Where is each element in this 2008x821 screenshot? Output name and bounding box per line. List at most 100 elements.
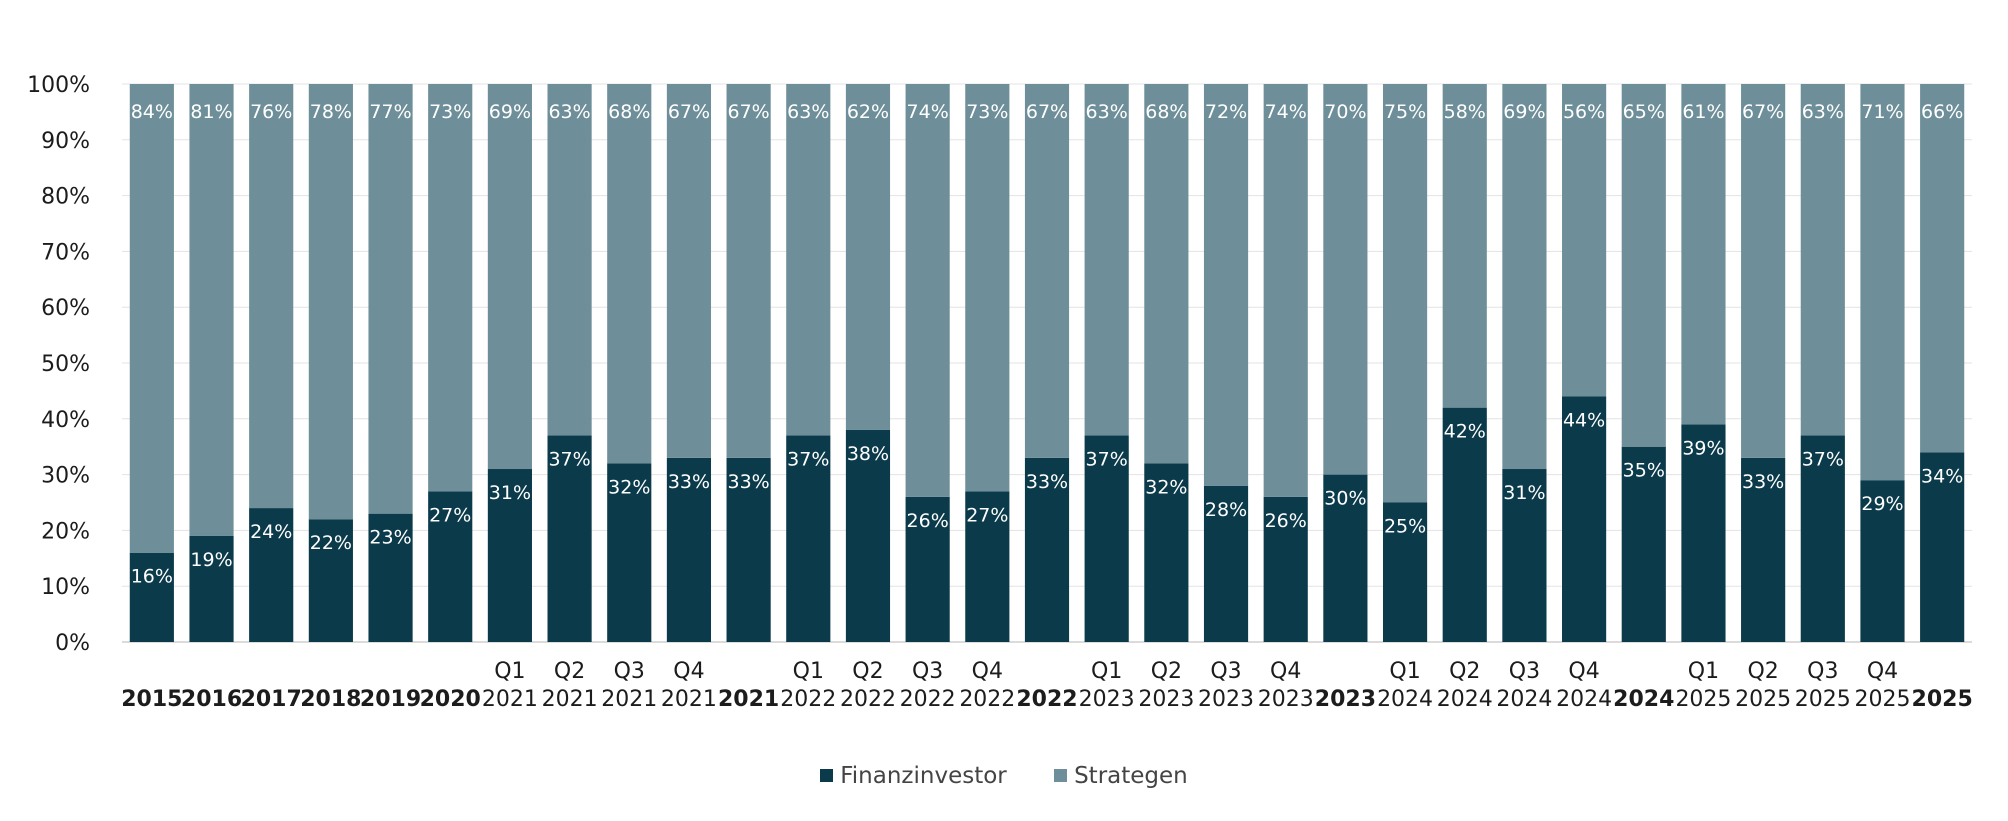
bar-finanzinvestor <box>547 435 592 642</box>
x-tick-label-quarter: Q4 <box>1270 659 1301 684</box>
data-label-finanzinvestor: 33% <box>727 471 769 493</box>
x-tick-label-year: 2022 <box>780 687 836 712</box>
x-tick-label-year: 2025 <box>1675 687 1731 712</box>
data-label-finanzinvestor: 29% <box>1861 493 1903 515</box>
bar-strategen <box>1562 84 1607 397</box>
y-tick-label: 30% <box>41 464 90 489</box>
y-tick-label: 50% <box>41 352 90 377</box>
bar-finanzinvestor <box>726 457 771 642</box>
bar-strategen <box>1144 84 1189 464</box>
x-tick-label-year: 2016 <box>181 687 242 712</box>
data-label-finanzinvestor: 37% <box>548 449 590 471</box>
data-label-strategen: 76% <box>250 101 292 123</box>
x-tick-label-quarter: Q1 <box>1091 659 1122 684</box>
data-label-finanzinvestor: 26% <box>907 510 949 532</box>
bar-strategen <box>1263 84 1308 497</box>
bar-strategen <box>1800 84 1845 436</box>
data-label-finanzinvestor: 37% <box>1086 449 1128 471</box>
x-tick-label-quarter: Q3 <box>912 659 943 684</box>
data-label-finanzinvestor: 33% <box>668 471 710 493</box>
bar-strategen <box>905 84 950 497</box>
x-tick-label-year: 2022 <box>900 687 956 712</box>
data-label-strategen: 73% <box>966 101 1008 123</box>
x-tick-label-quarter: Q1 <box>494 659 525 684</box>
x-tick-label-year: 2023 <box>1138 687 1194 712</box>
data-label-finanzinvestor: 37% <box>1802 449 1844 471</box>
data-label-finanzinvestor: 35% <box>1623 460 1665 482</box>
data-label-strategen: 75% <box>1384 101 1426 123</box>
bar-finanzinvestor <box>1203 485 1249 642</box>
x-tick-label-year: 2025 <box>1795 687 1851 712</box>
x-tick-label-year: 2015 <box>121 687 182 712</box>
data-label-strategen: 67% <box>1742 101 1784 123</box>
y-tick-label: 70% <box>41 240 90 265</box>
bar-strategen <box>487 84 532 470</box>
legend-swatch-finanzinvestor <box>820 769 834 782</box>
bar-finanzinvestor <box>1323 474 1368 642</box>
bar-finanzinvestor <box>965 491 1010 642</box>
x-tick-label-year: 2024 <box>1496 687 1552 712</box>
x-tick-label-year: 2023 <box>1198 687 1254 712</box>
y-tick-label: 0% <box>55 631 90 656</box>
bar-finanzinvestor <box>1562 396 1607 642</box>
x-tick-label-quarter: Q1 <box>793 659 824 684</box>
x-tick-label-year: 2019 <box>360 687 421 712</box>
data-label-finanzinvestor: 23% <box>369 527 411 549</box>
bar-strategen <box>1621 84 1666 447</box>
bar-strategen <box>1024 84 1070 458</box>
bar-strategen <box>965 84 1010 492</box>
legend-item-finanzinvestor: Finanzinvestor <box>820 763 1007 789</box>
x-tick-label-quarter: Q4 <box>1568 659 1599 684</box>
data-label-finanzinvestor: 42% <box>1444 421 1486 443</box>
data-label-strategen: 67% <box>727 101 769 123</box>
bar-finanzinvestor <box>1502 469 1547 642</box>
data-label-strategen: 68% <box>608 101 650 123</box>
bar-finanzinvestor <box>368 513 413 642</box>
data-label-finanzinvestor: 31% <box>489 482 531 504</box>
bar-finanzinvestor <box>1442 407 1487 642</box>
data-label-finanzinvestor: 24% <box>250 521 292 543</box>
legend-item-strategen: Strategen <box>1054 763 1188 789</box>
x-tick-label-year: 2024 <box>1556 687 1612 712</box>
x-tick-label-year: 2021 <box>542 687 598 712</box>
bar-finanzinvestor <box>1920 452 1965 642</box>
y-tick-label: 40% <box>41 408 90 433</box>
x-tick-label-quarter: Q3 <box>614 659 645 684</box>
x-tick-label-year: 2022 <box>959 687 1015 712</box>
data-label-finanzinvestor: 28% <box>1205 499 1247 521</box>
x-tick-label-quarter: Q3 <box>1509 659 1540 684</box>
data-label-strategen: 62% <box>847 101 889 123</box>
x-tick-label-quarter: Q2 <box>1747 659 1778 684</box>
chart-canvas: 0% 10% 20% 30% 40% 50% 60% 70% 80% 90% 100% 16% 84% 2… <box>27 73 1973 712</box>
x-tick-label-year: 2020 <box>420 687 481 712</box>
legend-label-finanzinvestor: Finanzinvestor <box>840 762 1007 789</box>
data-label-finanzinvestor: 30% <box>1324 488 1366 510</box>
x-tick-label-quarter: Q2 <box>1449 659 1480 684</box>
data-label-finanzinvestor: 27% <box>966 504 1008 526</box>
data-label-finanzinvestor: 26% <box>1265 510 1307 532</box>
data-label-strategen: 65% <box>1623 101 1665 123</box>
bar-strategen <box>1681 84 1726 425</box>
bar-strategen <box>547 84 592 436</box>
bar-strategen <box>1442 84 1487 408</box>
x-tick-label-year: 2018 <box>300 687 361 712</box>
bar-finanzinvestor <box>1681 424 1726 642</box>
data-label-strategen: 78% <box>310 101 352 123</box>
bar-strategen <box>1920 84 1965 453</box>
x-tick-label-quarter: Q1 <box>1389 659 1420 684</box>
bar-finanzinvestor <box>1621 446 1666 642</box>
x-tick-label-quarter: Q4 <box>1867 659 1898 684</box>
data-label-strategen: 63% <box>787 101 829 123</box>
data-label-strategen: 61% <box>1682 101 1724 123</box>
data-label-finanzinvestor: 22% <box>310 532 352 554</box>
bar-finanzinvestor <box>428 491 473 642</box>
data-label-strategen: 74% <box>907 101 949 123</box>
bar-finanzinvestor <box>189 535 234 642</box>
bar-finanzinvestor <box>1860 480 1905 642</box>
bar-finanzinvestor <box>845 429 891 642</box>
x-tick-label-year: 2021 <box>718 687 779 712</box>
x-tick-label-year: 2023 <box>1315 687 1376 712</box>
bar-strategen <box>845 84 891 430</box>
x-tick-label-year: 2021 <box>601 687 657 712</box>
x-tick-label-quarter: Q2 <box>554 659 585 684</box>
